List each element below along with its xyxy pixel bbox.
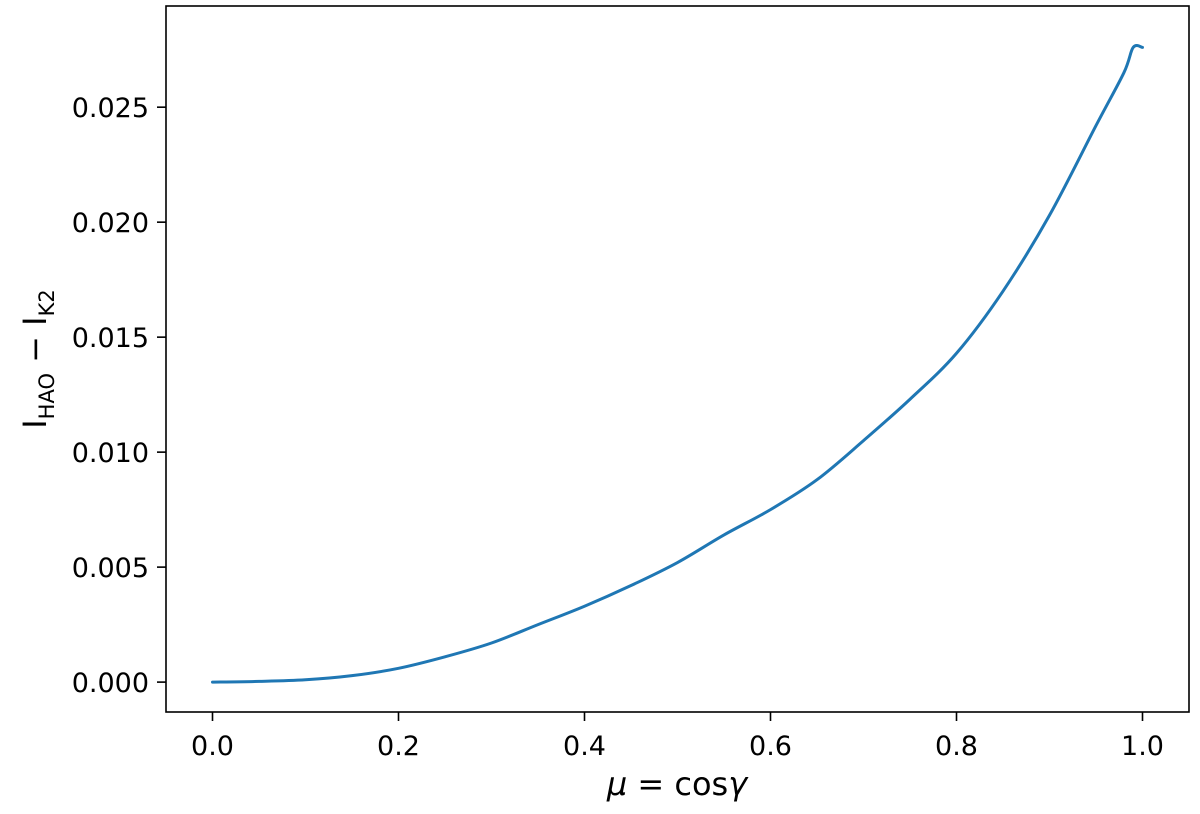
series-line <box>211 44 1144 684</box>
y-label-sub-k2: K2 <box>35 289 59 316</box>
x-tick-label: 0.4 <box>563 731 606 762</box>
series-layer <box>211 44 1144 684</box>
x-axis-ticks: 0.0 0.2 0.4 0.6 0.8 1.0 <box>191 712 1164 762</box>
y-label-minus: − <box>16 326 54 373</box>
y-label-sub-hao: HAO <box>35 373 59 419</box>
x-tick-label: 1.0 <box>1121 731 1164 762</box>
x-label-gamma: γ <box>728 765 749 803</box>
x-tick-label: 0.2 <box>377 731 420 762</box>
y-tick-label: 0.010 <box>72 438 149 469</box>
x-tick-label: 0.6 <box>749 731 792 762</box>
plot-area <box>165 5 1190 713</box>
y-label-i1: I <box>16 419 54 428</box>
x-label-equals: = <box>627 765 674 803</box>
x-tick-label: 0.8 <box>935 731 978 762</box>
x-axis-label: μ = cosγ <box>606 765 749 803</box>
y-axis-label: IHAO − IK2 <box>16 289 59 429</box>
y-tick-label: 0.020 <box>72 208 149 239</box>
x-label-cos: cos <box>674 765 728 803</box>
y-tick-label: 0.025 <box>72 93 149 124</box>
y-tick-label: 0.000 <box>72 668 149 699</box>
y-label-i2: I <box>16 316 54 325</box>
y-tick-label: 0.015 <box>72 323 149 354</box>
y-tick-label: 0.005 <box>72 553 149 584</box>
x-tick-label: 0.0 <box>191 731 234 762</box>
x-label-mu: μ <box>606 765 627 803</box>
y-axis-ticks: 0.000 0.005 0.010 0.015 0.020 0.025 <box>72 93 166 699</box>
